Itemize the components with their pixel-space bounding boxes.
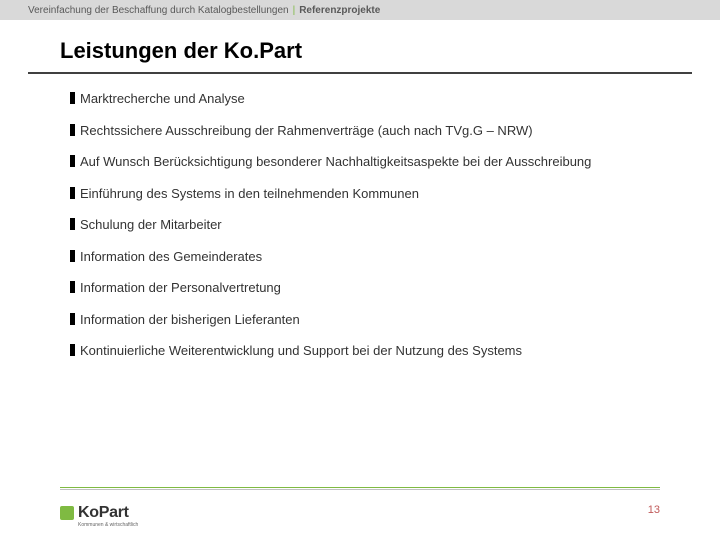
list-item-text: Schulung der Mitarbeiter [80,217,222,232]
bullet-icon [70,344,75,356]
list-item: Rechtssichere Ausschreibung der Rahmenve… [80,122,660,140]
breadcrumb-2: Referenzprojekte [299,5,380,16]
title-wrap: Leistungen der Ko.Part [0,20,720,70]
footer-rule-accent [60,487,660,488]
list-item-text: Kontinuierliche Weiterentwicklung und Su… [80,343,522,358]
list-item: Einführung des Systems in den teilnehmen… [80,185,660,203]
slide: Vereinfachung der Beschaffung durch Kata… [0,0,720,540]
bullet-icon [70,281,75,293]
page-number: 13 [648,504,660,516]
page-title: Leistungen der Ko.Part [60,38,720,64]
list-item: Auf Wunsch Berücksichtigung besonderer N… [80,153,660,171]
content: Marktrecherche und Analyse Rechtssichere… [0,74,720,360]
list-item-text: Auf Wunsch Berücksichtigung besonderer N… [80,154,591,169]
breadcrumb-separator: | [293,5,296,16]
bullet-icon [70,155,75,167]
footer-rule-grey [60,489,660,490]
breadcrumb-1: Vereinfachung der Beschaffung durch Kata… [28,5,289,16]
list-item: Information der Personalvertretung [80,279,660,297]
list-item-text: Rechtssichere Ausschreibung der Rahmenve… [80,123,533,138]
bullet-icon [70,92,75,104]
list-item-text: Marktrecherche und Analyse [80,91,245,106]
list-item: Information des Gemeinderates [80,248,660,266]
bullet-icon [70,218,75,230]
list-item-text: Information der bisherigen Lieferanten [80,312,300,327]
logo: KoPart Kommunen & wirtschaftlich [60,504,129,522]
breadcrumb-bar: Vereinfachung der Beschaffung durch Kata… [0,0,720,20]
list-item-text: Information des Gemeinderates [80,249,262,264]
list-item-text: Einführung des Systems in den teilnehmen… [80,186,419,201]
list-item: Kontinuierliche Weiterentwicklung und Su… [80,342,660,360]
bullet-icon [70,187,75,199]
logo-square-icon [60,506,74,520]
list-item: Schulung der Mitarbeiter [80,216,660,234]
list-item-text: Information der Personalvertretung [80,280,281,295]
bullet-icon [70,250,75,262]
list-item: Marktrecherche und Analyse [80,90,660,108]
bullet-icon [70,124,75,136]
logo-subtext: Kommunen & wirtschaftlich [78,522,138,528]
logo-text: KoPart [78,504,129,522]
bullet-icon [70,313,75,325]
list-item: Information der bisherigen Lieferanten [80,311,660,329]
